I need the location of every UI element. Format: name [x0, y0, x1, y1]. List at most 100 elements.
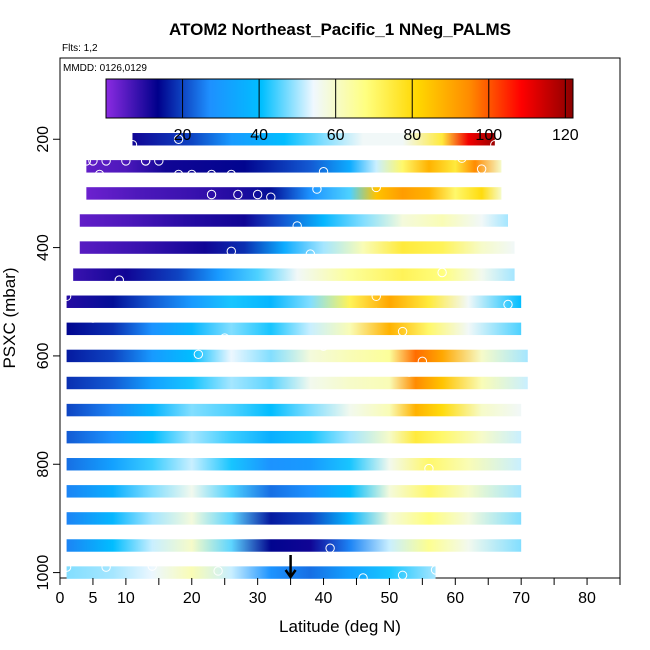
heatmap-row [79, 241, 515, 254]
x-tick-label: 70 [512, 590, 530, 607]
colorbar-gradient [105, 78, 574, 119]
observation-point [140, 284, 151, 294]
observation-point [430, 565, 441, 575]
observation-point [206, 189, 217, 200]
observation-point [101, 156, 111, 166]
observation-point [397, 326, 408, 337]
observation-point [358, 307, 368, 318]
observation-point [318, 176, 329, 186]
observation-point [371, 291, 381, 302]
observation-point [193, 349, 204, 359]
observation-point [61, 291, 72, 302]
observation-point [450, 150, 460, 161]
heatmap-row [66, 512, 522, 525]
observation-point [252, 125, 263, 135]
x-tick-label: 0 [56, 590, 65, 607]
heatmap-row [132, 133, 495, 146]
observation-point [140, 156, 151, 166]
observation-point [252, 189, 263, 200]
y-tick-label: 400 [35, 234, 52, 261]
heatmap-row [66, 403, 522, 417]
colorbar-tick-label: 40 [250, 127, 268, 144]
observation-point [88, 156, 98, 166]
heatmap-layer [66, 133, 528, 579]
x-tick-label: 10 [117, 590, 135, 607]
observation-point [101, 562, 111, 572]
observation-point [61, 562, 72, 572]
heatmap-row [66, 430, 522, 444]
observation-point [358, 573, 368, 583]
observation-point [305, 249, 316, 259]
flights-annotation: Flts: 1,2 [62, 43, 98, 54]
y-tick-label: 600 [35, 342, 52, 369]
observation-point [397, 570, 408, 580]
heatmap-row [66, 349, 528, 363]
observation-point [94, 169, 105, 180]
heatmap-row [66, 376, 528, 390]
observation-point [305, 176, 316, 186]
observation-point [476, 164, 487, 174]
heatmap-row [66, 539, 522, 552]
y-axis-label: PSXC (mbar) [0, 267, 19, 368]
observation-point [61, 286, 72, 296]
colorbar-tick-label: 120 [552, 127, 579, 144]
observation-point [503, 151, 513, 162]
observation-point [213, 566, 223, 576]
colorbar-tick-label: 100 [475, 127, 502, 144]
heatmap-row [66, 458, 522, 471]
y-tick-label: 1000 [35, 555, 52, 591]
heatmap-row [86, 160, 502, 173]
observation-point [226, 246, 236, 257]
observation-point [233, 189, 243, 200]
x-tick-label: 60 [446, 590, 464, 607]
observation-point [220, 333, 230, 343]
observation-point [114, 275, 124, 285]
observation-point [371, 307, 381, 318]
observation-point [457, 153, 467, 163]
x-tick-label: 20 [183, 590, 201, 607]
heatmap-row [86, 187, 502, 200]
observation-point [147, 561, 157, 571]
observation-point [226, 169, 236, 180]
colorbar: 20 40 60 80 100 120 [105, 78, 579, 144]
observation-point [424, 463, 434, 474]
observation-point [187, 169, 197, 180]
observation-point [516, 527, 526, 537]
points-layer [61, 125, 533, 583]
y-tick-label: 800 [35, 451, 52, 478]
chart-title: ATOM2 Northeast_Pacific_1 NNeg_PALMS [169, 20, 511, 39]
heatmap-row [66, 295, 522, 308]
dates-annotation: MMDD: 0126,0129 [63, 63, 147, 74]
x-tick-label: 50 [381, 590, 399, 607]
heatmap-row [66, 566, 436, 579]
x-tick-label: 30 [249, 590, 267, 607]
x-axis-label: Latitude (deg N) [279, 617, 401, 636]
observation-point [160, 284, 171, 294]
colorbar-tick-label: 20 [174, 127, 192, 144]
x-tick-label: 40 [315, 590, 333, 607]
observation-point [88, 313, 98, 323]
heatmap-row [73, 268, 515, 281]
observation-point [318, 341, 329, 351]
observation-point [299, 176, 309, 186]
observation-point [312, 184, 322, 194]
observation-point [371, 182, 381, 193]
observation-point [404, 367, 414, 377]
y-tick-label: 200 [35, 126, 52, 153]
heatmap-row [66, 485, 522, 498]
observation-point [325, 543, 335, 553]
observation-point [384, 232, 395, 242]
observation-point [154, 156, 164, 166]
observation-point [266, 192, 276, 202]
x-tick-label: 80 [578, 590, 596, 607]
observation-point [490, 139, 500, 150]
colorbar-tick-label: 80 [403, 127, 421, 144]
observation-point [318, 167, 329, 177]
axes: 0 5 10 20 30 40 50 60 70 80 200 400 600 800 1000 [35, 126, 621, 607]
colorbar-tick-label: 60 [327, 127, 345, 144]
heatmap-row [66, 322, 522, 336]
x-tick-label: 5 [88, 590, 97, 607]
observation-point [523, 337, 533, 348]
observation-point [173, 134, 184, 144]
